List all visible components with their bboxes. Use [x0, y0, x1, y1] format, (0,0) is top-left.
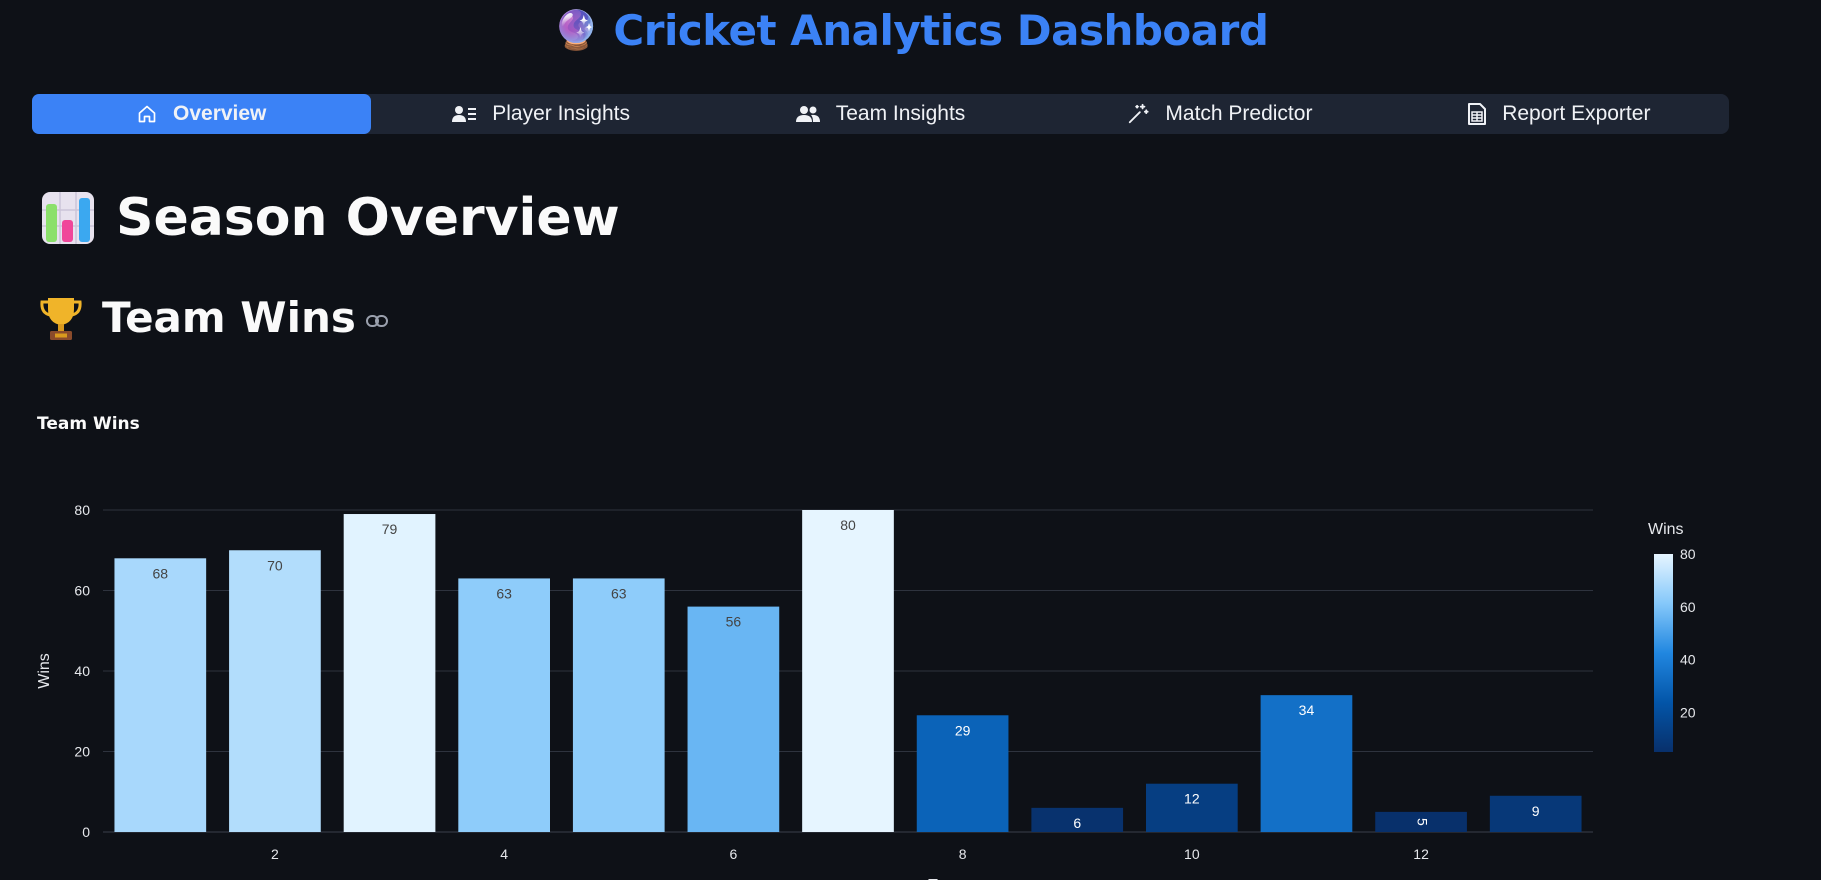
page-heading: Season Overview	[40, 188, 620, 248]
bar-data-label: 29	[955, 722, 971, 738]
x-tick-label: 8	[959, 846, 967, 862]
app-title-text: Cricket Analytics Dashboard	[613, 6, 1269, 55]
y-tick-label: 80	[74, 502, 90, 518]
y-axis-label: Wins	[36, 653, 53, 689]
tab-label: Match Predictor	[1165, 102, 1313, 125]
section-heading: Team Wins	[40, 293, 388, 342]
y-tick-label: 40	[74, 663, 90, 679]
bar	[1375, 811, 1467, 832]
x-tick-label: 4	[500, 846, 508, 862]
bar-data-label: 56	[726, 614, 742, 630]
bar-data-label: 12	[1184, 791, 1200, 807]
bar-chart-icon	[40, 190, 96, 246]
bar	[1489, 795, 1582, 832]
bar-data-label: 70	[267, 557, 283, 573]
colorbar-tick-label: 60	[1680, 599, 1696, 615]
magic-wand-icon	[1127, 103, 1149, 125]
tab-team-insights[interactable]: Team Insights	[711, 94, 1050, 134]
tab-label: Team Insights	[835, 102, 966, 125]
tab-report-exporter[interactable]: Report Exporter	[1390, 94, 1729, 134]
y-tick-label: 0	[82, 824, 90, 840]
bar-data-label: 9	[1532, 803, 1540, 819]
x-axis-label: T	[928, 877, 938, 880]
bar-data-label: 68	[153, 565, 169, 581]
tab-player-insights[interactable]: Player Insights	[371, 94, 710, 134]
chart-title: Team Wins	[37, 414, 140, 434]
x-tick-label: 2	[271, 846, 279, 862]
tab-label: Report Exporter	[1502, 102, 1651, 125]
tab-match-predictor[interactable]: Match Predictor	[1050, 94, 1389, 134]
home-icon	[137, 104, 157, 124]
colorbar-tick-label: 80	[1680, 546, 1696, 562]
x-tick-label: 6	[729, 846, 737, 862]
bar-data-label: 6	[1073, 815, 1081, 831]
tab-bar: Overview Player Insights Team Insights M…	[32, 94, 1729, 134]
bar-data-label: 63	[611, 585, 627, 601]
bar-data-label: 63	[496, 585, 512, 601]
tab-overview[interactable]: Overview	[32, 94, 372, 134]
bar-data-label: 79	[382, 521, 398, 537]
app-title: 🔮 Cricket Analytics Dashboard	[0, 6, 1821, 55]
page-heading-text: Season Overview	[116, 188, 620, 248]
bar	[114, 558, 207, 832]
bar-data-label: 5	[1414, 818, 1430, 826]
spreadsheet-file-icon	[1468, 103, 1487, 125]
colorbar-tick-label: 40	[1680, 652, 1696, 668]
anchor-link-icon[interactable]	[365, 314, 388, 328]
users-icon	[795, 104, 820, 124]
section-heading-text: Team Wins	[102, 293, 356, 342]
bar	[572, 578, 665, 832]
x-tick-label: 12	[1413, 846, 1429, 862]
bar-data-label: 34	[1299, 702, 1315, 718]
bar	[229, 550, 321, 832]
trophy-icon	[40, 295, 82, 341]
bar	[802, 510, 894, 832]
colorbar-tick-label: 20	[1680, 704, 1696, 720]
tab-label: Player Insights	[492, 102, 630, 125]
x-tick-label: 10	[1184, 846, 1200, 862]
bar	[1260, 695, 1353, 832]
bar	[916, 715, 1009, 832]
y-tick-label: 60	[74, 583, 90, 599]
bar	[1031, 807, 1124, 832]
crystal-ball-icon: 🔮	[552, 8, 600, 52]
colorbar-title: Wins	[1648, 521, 1684, 538]
y-tick-label: 20	[74, 744, 90, 760]
bar	[1146, 783, 1238, 832]
bar-data-label: 80	[840, 517, 856, 533]
colorbar	[1654, 554, 1673, 752]
bar	[687, 606, 780, 832]
tab-label: Overview	[173, 102, 267, 125]
bar	[343, 514, 436, 832]
player-card-icon	[452, 104, 477, 124]
bar	[458, 578, 550, 832]
